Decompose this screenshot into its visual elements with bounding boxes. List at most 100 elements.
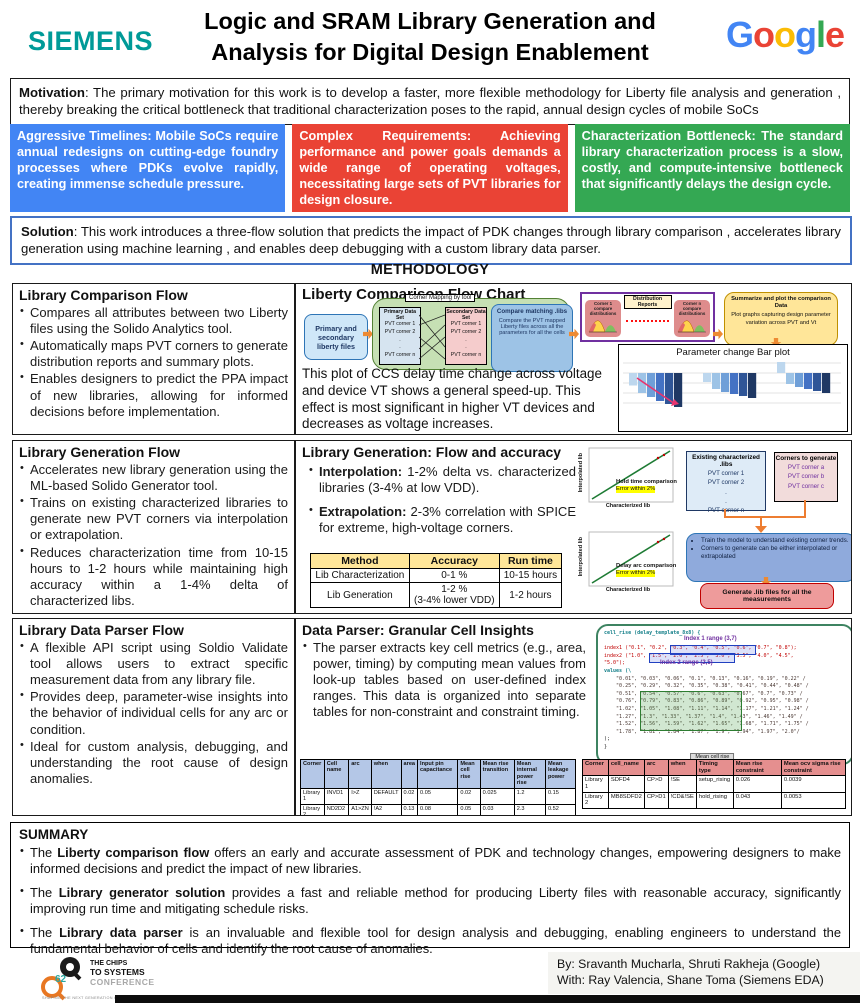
conference-tagline: SHAPING THE NEXT GENERATION OF ELECTRONI… bbox=[42, 996, 152, 1000]
bullet-list: Accelerates new library generation using… bbox=[19, 462, 288, 609]
code-line: "0.76", "0.79", "0.83", "0.86", "0.89", … bbox=[604, 698, 809, 705]
bell-curve-icon bbox=[677, 320, 706, 333]
dotted-connector bbox=[626, 320, 669, 322]
bullet-rest: 1-2% delta vs. characterized libraries (… bbox=[319, 464, 576, 496]
corner-list: PVT corner a PVT corner b PVT corner c bbox=[775, 463, 837, 491]
list-item: PVT corner c bbox=[788, 482, 824, 490]
logo-letter: e bbox=[824, 14, 845, 55]
table-cell: 0.52 bbox=[544, 803, 577, 815]
train-model-node: Train the model to understand existing c… bbox=[686, 533, 851, 582]
column-header: arc bbox=[643, 758, 669, 777]
table-row: Library 1 SDFD4 CP>D !SE setup_rising 0.026 0.… bbox=[582, 775, 847, 793]
challenge-box-requirements: Complex Requirements: Achieving performa… bbox=[292, 124, 568, 212]
logo-letter: o bbox=[773, 14, 796, 55]
list-item: A flexible API script using Soldio Valid… bbox=[19, 640, 288, 688]
challenge-text: Achieving performance and power goals de… bbox=[299, 129, 561, 207]
bullet-item: Interpolation: 1-2% delta vs. characteri… bbox=[308, 464, 576, 496]
list-item: PVT corner 2 bbox=[707, 479, 745, 487]
list-item: PVT corner n bbox=[384, 352, 416, 359]
column-header: Input pin capacitance bbox=[417, 759, 459, 789]
google-logo: Google bbox=[726, 14, 845, 56]
table-cell: 0.026 bbox=[732, 775, 782, 793]
summary-item: The Library generator solution provides … bbox=[19, 885, 841, 917]
table-cell: Library 2 bbox=[300, 803, 325, 815]
bell-curve-icon bbox=[588, 320, 617, 333]
bullet-list: The parser extracts key cell metrics (e.… bbox=[302, 640, 586, 721]
challenge-row: Aggressive Timelines: Mobile SoCs requir… bbox=[10, 124, 850, 212]
credits-line2: With: Ray Valencia, Shane Toma (Siemens … bbox=[557, 972, 824, 987]
library-generation-flow-panel: Library Generation Flow Accelerates new … bbox=[12, 440, 295, 614]
library-generation-accuracy-panel: Library Generation: Flow and accuracy In… bbox=[295, 440, 852, 614]
table-cell: CP>D1 bbox=[643, 791, 669, 809]
bullet-rest: 2-3% correlation with SPICE for extreme,… bbox=[319, 504, 576, 536]
index1-highlight bbox=[670, 645, 756, 655]
conference-line1: THE CHIPS bbox=[90, 960, 128, 967]
table-cell: Library 2 bbox=[582, 791, 609, 809]
code-line: index2 ("1.0", "1.5", "2.0", "2.5", "3.0… bbox=[604, 652, 794, 659]
column-header: cell_name bbox=[607, 758, 645, 777]
challenge-title: Complex Requirements: bbox=[299, 129, 472, 143]
panel-title: Library Data Parser Flow bbox=[19, 622, 184, 638]
bar-chart bbox=[623, 362, 841, 407]
liberty-comparison-flow-chart-panel: Liberty Comparison Flow Chart Primary an… bbox=[295, 283, 852, 435]
motivation-label: Motivation bbox=[19, 85, 85, 100]
code-line: "0.25", "0.29", "0.32", "0.35", "0.38", … bbox=[604, 683, 809, 690]
summary-bold: Library generator solution bbox=[58, 885, 226, 900]
corner-list: PVT corner 1 PVT corner 2.. PVT corner n bbox=[380, 321, 420, 360]
list-item: Train the model to understand existing c… bbox=[701, 537, 851, 545]
generate-libs-node: Generate .lib files for all the measurem… bbox=[700, 583, 834, 609]
arrow-right-icon bbox=[713, 328, 723, 340]
column-header: Mean ocv sigma rise constraint bbox=[780, 758, 847, 777]
table-cell: CP>D bbox=[643, 775, 669, 793]
code-line: values (\ bbox=[604, 667, 632, 674]
list-item: PVT corner 1 bbox=[450, 321, 482, 327]
bullet-list: A flexible API script using Soldio Valid… bbox=[19, 640, 288, 787]
x-axis-label: Characterized lib bbox=[605, 503, 651, 509]
poster-title: Logic and SRAM Library Generation and An… bbox=[140, 6, 720, 67]
summary-item: The Liberty comparison flow offers an ea… bbox=[19, 845, 841, 877]
list-item: PVT corner 2 bbox=[450, 328, 482, 335]
liberty-files-node: Primary and secondary liberty files bbox=[304, 314, 368, 360]
summary-box: SUMMARY The Liberty comparison flow offe… bbox=[10, 822, 850, 956]
summary-list: The Liberty comparison flow offers an ea… bbox=[19, 845, 841, 957]
table-cell: 2.3 bbox=[513, 803, 546, 815]
column-header: Run time bbox=[498, 553, 563, 569]
table-cell: setup_rising bbox=[695, 775, 734, 793]
credits-line1: By: Sravanth Mucharla, Shruti Rakheja (G… bbox=[557, 957, 821, 971]
conference-logo-text: THE CHIPS TO SYSTEMS CONFERENCE bbox=[90, 960, 155, 988]
table-cell: 0-1 % bbox=[408, 568, 500, 583]
corner-list: PVT corner 1 PVT corner 2.. PVT corner n bbox=[446, 321, 486, 360]
parameter-change-bar-plot: Parameter change Bar plot bbox=[618, 344, 848, 432]
code-line: ); bbox=[604, 736, 611, 743]
table-cell: 1-2 hours bbox=[498, 582, 563, 608]
arrow-down-icon bbox=[760, 577, 772, 585]
table-cell: A1>ZN bbox=[348, 803, 372, 815]
plot-caption-title: Hold time comparison bbox=[616, 479, 677, 485]
primary-dataset-box: Primary Data Set PVT corner 1 PVT corner … bbox=[379, 307, 421, 365]
summary-pre: The bbox=[30, 885, 59, 900]
credits-box: By: Sravanth Mucharla, Shruti Rakheja (G… bbox=[548, 952, 860, 994]
corners-to-generate-box: Corners to generate PVT corner a PVT corn… bbox=[774, 452, 838, 502]
table-cell: 0.15 bbox=[544, 787, 577, 805]
table-row: Library 1 INVD1 I>Z DEFAULT 0.02 0.05 0.02 0.02… bbox=[300, 787, 577, 805]
table-cell: 1.2 bbox=[513, 787, 546, 805]
corner-mapping-lines bbox=[419, 314, 445, 360]
code-line: cell_rise (delay_template_8x8) { bbox=[604, 630, 701, 636]
flow-chart-caption: This plot of CCS delay time change acros… bbox=[302, 366, 602, 432]
solution-box: Solution: This work introduces a three-f… bbox=[10, 216, 852, 265]
table-row: Lib Characterization 0-1 % 10-15 hours bbox=[310, 568, 563, 583]
code-line: "0.01", "0.03", "0.06", "0.1", "0.13", "… bbox=[604, 675, 806, 682]
table-cell: SDFD4 bbox=[607, 775, 645, 793]
logo-letter: l bbox=[815, 14, 826, 55]
accuracy-bullets: Interpolation: 1-2% delta vs. characteri… bbox=[308, 464, 576, 544]
train-model-bullets: Train the model to understand existing c… bbox=[691, 537, 851, 562]
table-cell: hold_rising bbox=[695, 791, 734, 809]
table-row: Library 2 MB8SDFD2 CP>D1 !CD&!SE hold_rising… bbox=[582, 791, 847, 809]
table-cell: 0.025 bbox=[479, 787, 515, 805]
list-item: Ideal for custom analysis, debugging, an… bbox=[19, 739, 288, 787]
plot-error-highlight: Error within 2% bbox=[616, 486, 656, 494]
column-header: area bbox=[400, 759, 419, 789]
panel-title: Data Parser: Granular Cell Insights bbox=[302, 622, 534, 638]
code-line: "1.02", "1.05", "1.08", "1.11", "1.14", … bbox=[604, 705, 809, 712]
list-item: Accelerates new library generation using… bbox=[19, 462, 288, 494]
